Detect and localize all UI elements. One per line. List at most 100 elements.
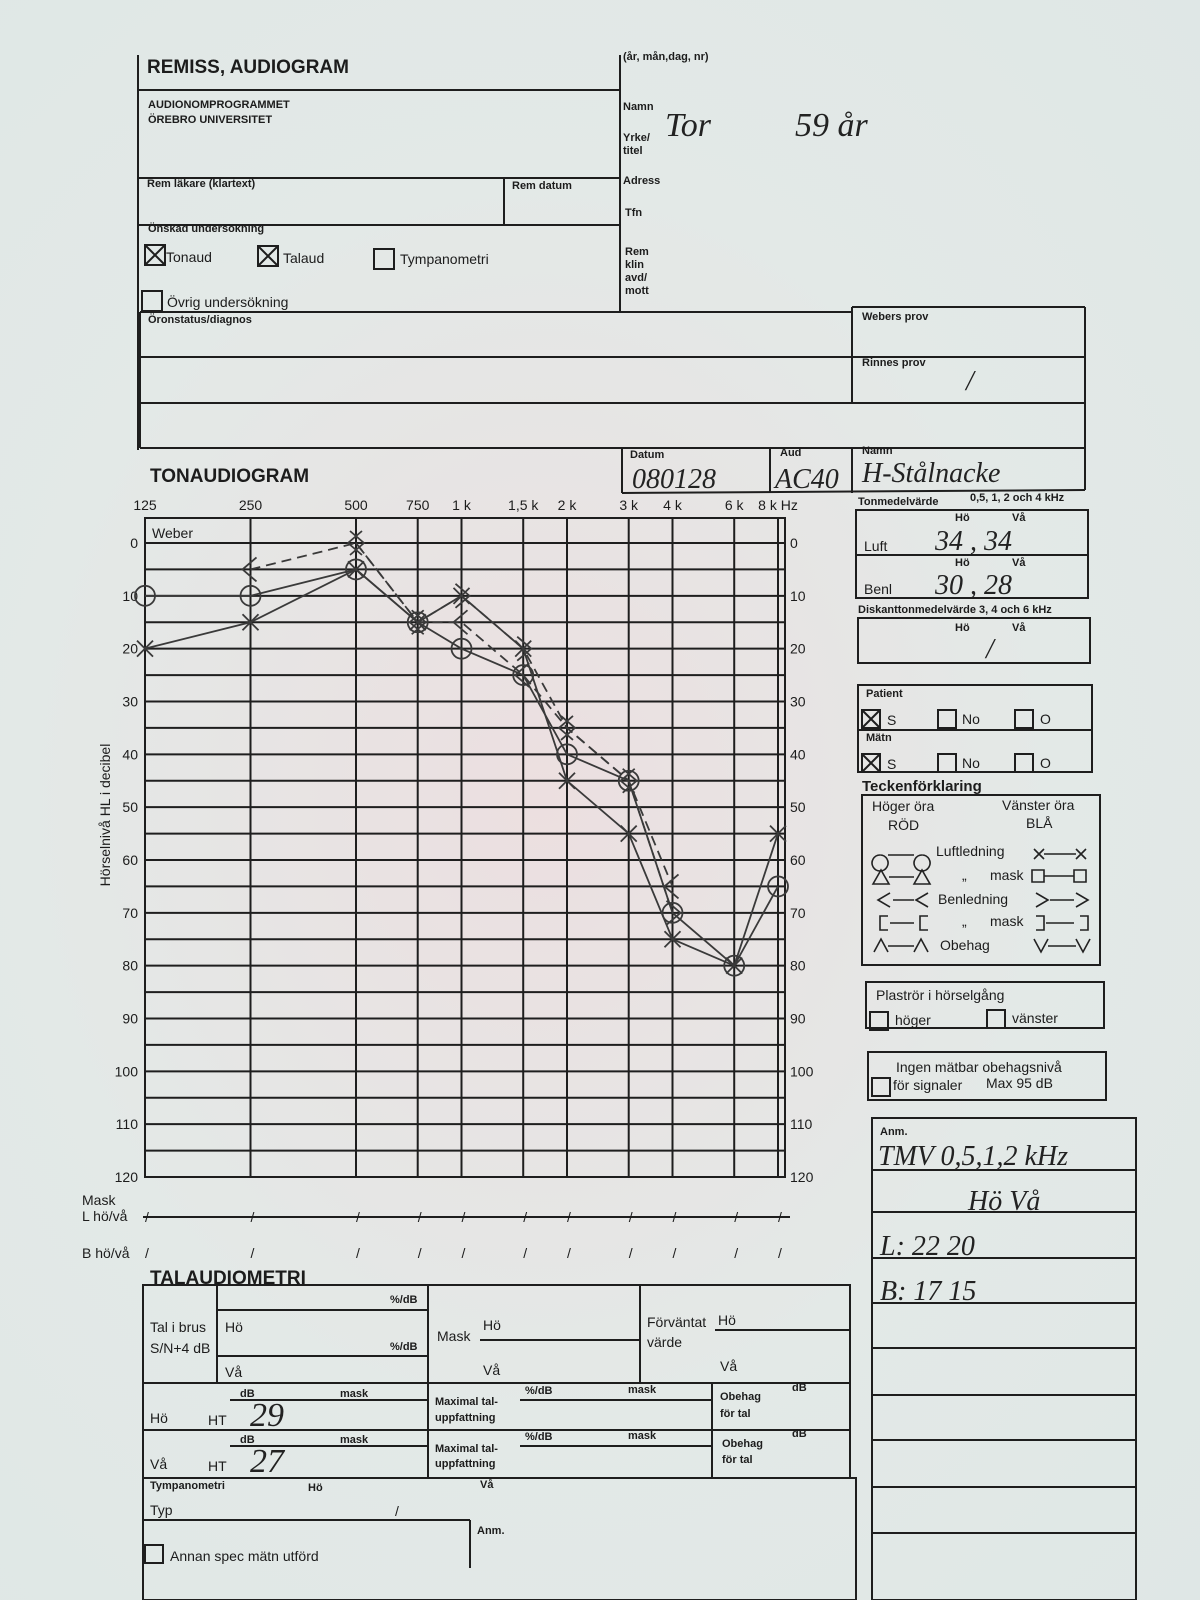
speech-mask-small: mask [628, 1384, 657, 1396]
data-marker [558, 772, 576, 790]
y2-tick-label: 30 [790, 694, 806, 710]
series-line [355, 542, 674, 914]
plot-frame [144, 517, 786, 1178]
referral-institution: ÖREBRO UNIVERSITET [148, 113, 272, 126]
data-marker [241, 556, 258, 583]
data-marker [661, 901, 684, 924]
y2-tick-label: 20 [790, 641, 806, 657]
tone-title: TONAUDIOGRAM [150, 466, 309, 487]
tone-name-label: Namn [862, 445, 893, 457]
treble-value: / [984, 634, 996, 665]
speech-db: dB [792, 1382, 807, 1394]
referral-exams-label: Tonaud [166, 249, 212, 265]
mask-slash: / [734, 1209, 738, 1225]
speech-tympanometry: Tympanometri [150, 1480, 225, 1492]
speech-discomfort: för tal [720, 1408, 751, 1420]
speech-ht-values: 27 [250, 1443, 286, 1480]
checkbox [937, 709, 957, 729]
legend-ditto: „ [962, 867, 967, 883]
x-tick-label: 750 [406, 497, 430, 513]
speech-ear: Vå [480, 1479, 494, 1491]
mask-slash: / [778, 1245, 782, 1261]
summary-col-labels: Hö [955, 557, 970, 569]
speech-ht-values: 29 [250, 1397, 284, 1434]
form-box [857, 617, 1091, 664]
mask-slash: / [251, 1209, 255, 1225]
speech-ear: Hö [308, 1482, 323, 1494]
tube-options: höger [895, 1012, 931, 1028]
notes-lines: Hö Vå [967, 1186, 1040, 1217]
form-box [142, 1477, 857, 1600]
y2-tick-label: 110 [790, 1116, 813, 1132]
checkbox [986, 1009, 1006, 1029]
checkbox [869, 1011, 889, 1031]
legend-rows: mask [990, 867, 1024, 883]
x-tick-label: 1 k [452, 497, 472, 513]
x-tick-label: 8 k Hz [758, 497, 798, 513]
legend-symbol [1031, 869, 1087, 883]
speech-discomfort: Obehag [720, 1391, 761, 1403]
summary-freqs: 0,5, 1, 2 och 4 kHz [970, 492, 1065, 504]
mask-slash: / [734, 1245, 738, 1261]
legend-left: BLÅ [1026, 815, 1053, 831]
y-tick-label: 70 [122, 905, 138, 921]
y-tick-label: 0 [130, 535, 138, 551]
speech-type: Typ [150, 1502, 173, 1518]
checkbox [144, 244, 166, 266]
referral-id-label: (år, mån,dag, nr) [623, 51, 709, 63]
data-marker [619, 768, 636, 794]
y-tick-label: 110 [116, 1116, 139, 1132]
checkbox [861, 709, 881, 729]
tone-mask-rows: B hö/vå [82, 1245, 130, 1261]
speech-ear: Vå [720, 1358, 737, 1374]
referral-patient-name: Tor [665, 107, 712, 144]
summary-rows-value: 34 , 34 [934, 526, 1012, 557]
mask-slash: / [629, 1245, 633, 1261]
legend-left: Vänster öra [1002, 797, 1075, 813]
legend-rows: Benledning [938, 891, 1008, 907]
y-axis-title: Hörselnivå HL i decibel [97, 744, 113, 887]
legend-symbol [1033, 848, 1087, 860]
checkbox [861, 753, 881, 773]
speech-noise: Tal i brus [150, 1319, 206, 1335]
mask-slash: / [673, 1209, 677, 1225]
referral-patient-labels-occupation: titel [623, 145, 643, 157]
referral-patient-labels-address: Adress [623, 175, 660, 187]
conditions-options: No [962, 711, 980, 727]
legend-symbol [1035, 892, 1090, 908]
y-tick-label: 80 [122, 958, 138, 974]
x-tick-label: 125 [133, 497, 157, 513]
referral-weber-label: Webers prov [862, 311, 929, 323]
speech-ear: Vå [150, 1456, 167, 1472]
speech-db: dB [792, 1428, 807, 1440]
form-box [855, 509, 1089, 599]
mask-slash: / [567, 1245, 571, 1261]
y2-tick-label: 100 [790, 1063, 814, 1079]
summary-col-labels: Vå [1012, 557, 1026, 569]
form-rule [621, 489, 1086, 494]
tone-date: 080128 [632, 464, 716, 495]
y2-tick-label: 50 [790, 799, 806, 815]
checkbox [141, 290, 163, 312]
speech-mask: Mask [437, 1328, 471, 1344]
referral-patient-labels-clinic: avd/ [625, 272, 647, 284]
data-marker [346, 530, 363, 556]
tube-options: vänster [1012, 1010, 1058, 1026]
referral-exams-label: Övrig undersökning [167, 293, 288, 310]
y-tick-label: 10 [122, 588, 138, 604]
y-tick-label: 50 [122, 799, 138, 815]
referral-rinne-value: / [964, 366, 976, 397]
x-tick-label: 500 [344, 497, 368, 513]
discomfort-lines: för signaler [893, 1077, 963, 1093]
tone-aud-label: Aud [780, 447, 801, 459]
legend-symbol [871, 868, 932, 885]
mask-slash: / [462, 1245, 466, 1261]
notes-label: Anm. [880, 1126, 908, 1138]
y2-tick-label: 70 [790, 905, 806, 921]
conditions-options: S [887, 756, 896, 772]
tone-mask-rows: L hö/vå [82, 1208, 128, 1224]
mask-slash: / [418, 1209, 422, 1225]
legend-symbol [879, 915, 928, 931]
